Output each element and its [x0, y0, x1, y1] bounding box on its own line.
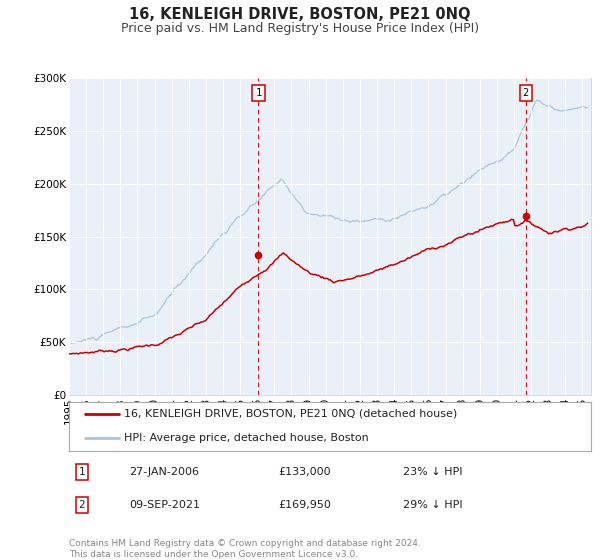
Text: 1: 1 — [79, 467, 85, 477]
Text: 09-SEP-2021: 09-SEP-2021 — [129, 501, 200, 510]
Text: 16, KENLEIGH DRIVE, BOSTON, PE21 0NQ (detached house): 16, KENLEIGH DRIVE, BOSTON, PE21 0NQ (de… — [124, 409, 457, 419]
Text: 29% ↓ HPI: 29% ↓ HPI — [403, 501, 463, 510]
Text: £169,950: £169,950 — [278, 501, 331, 510]
Text: Contains HM Land Registry data © Crown copyright and database right 2024.
This d: Contains HM Land Registry data © Crown c… — [69, 539, 421, 559]
Text: Price paid vs. HM Land Registry's House Price Index (HPI): Price paid vs. HM Land Registry's House … — [121, 22, 479, 35]
Text: 2: 2 — [79, 501, 85, 510]
Text: 2: 2 — [523, 88, 529, 98]
Text: 27-JAN-2006: 27-JAN-2006 — [129, 467, 199, 477]
Text: HPI: Average price, detached house, Boston: HPI: Average price, detached house, Bost… — [124, 433, 368, 443]
Text: 23% ↓ HPI: 23% ↓ HPI — [403, 467, 463, 477]
Text: £133,000: £133,000 — [278, 467, 331, 477]
Text: 16, KENLEIGH DRIVE, BOSTON, PE21 0NQ: 16, KENLEIGH DRIVE, BOSTON, PE21 0NQ — [129, 7, 471, 22]
Text: 1: 1 — [256, 88, 262, 98]
